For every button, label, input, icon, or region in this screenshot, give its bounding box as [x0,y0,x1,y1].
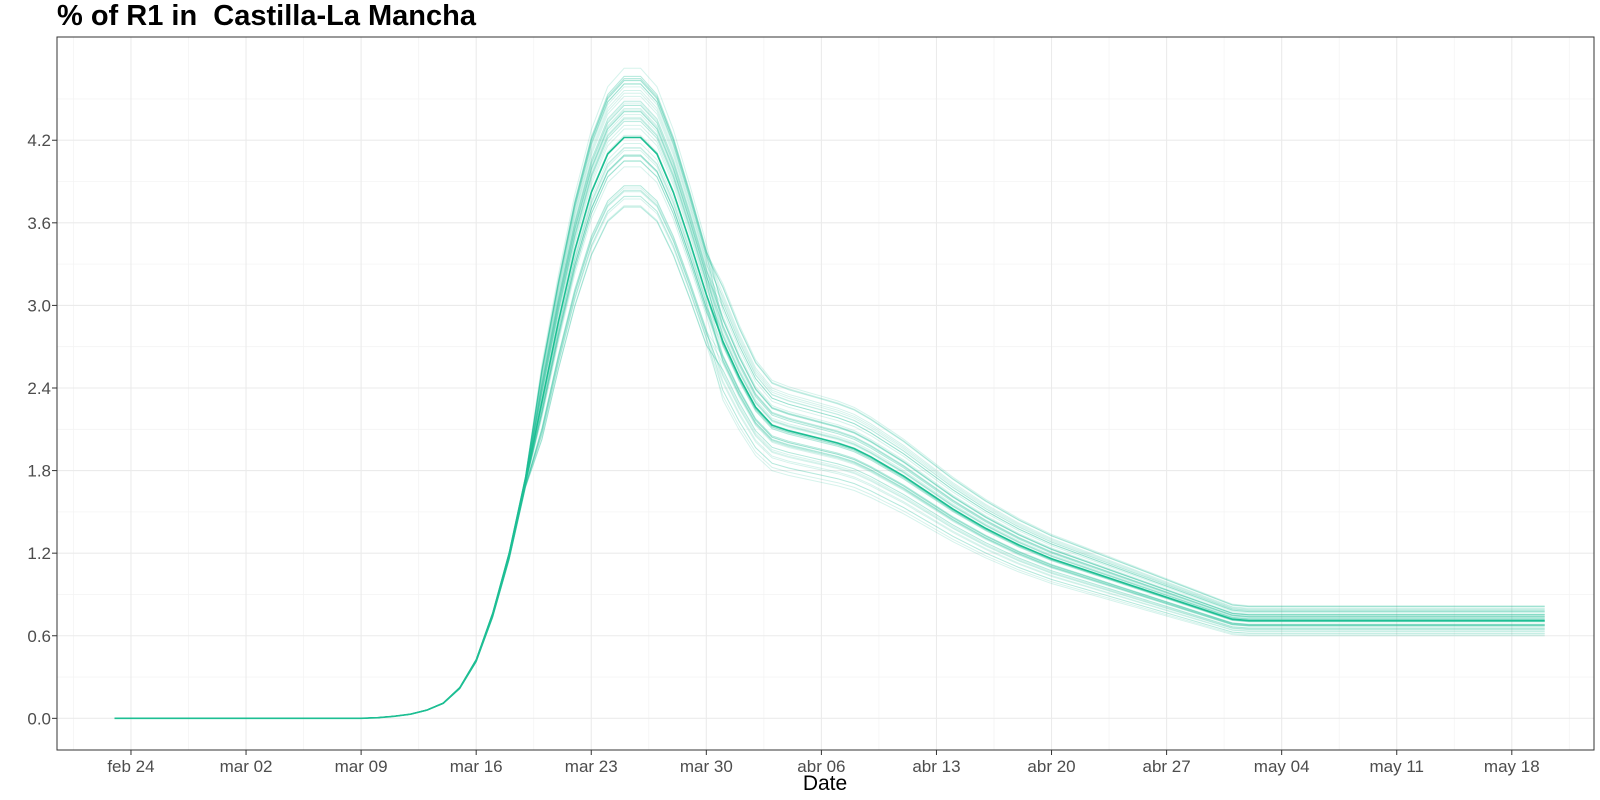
chart-title: % of R1 in Castilla-La Mancha [57,0,476,32]
x-tick-label: mar 16 [450,757,503,776]
y-tick-label: 1.2 [27,544,51,563]
x-tick-label: mar 02 [220,757,273,776]
x-tick-label: mar 09 [335,757,388,776]
y-tick-label: 0.0 [27,709,51,728]
y-tick-label: 1.8 [27,462,51,481]
median-series-line [114,136,1545,720]
x-tick-label: abr 13 [912,757,960,776]
x-axis: feb 24 mar 02 mar 09 mar 16 mar 23 mar 30 abr … [107,750,1540,776]
y-tick-label: 3.6 [27,214,51,233]
y-axis: 0.0 0.6 1.2 1.8 2.4 3.0 3.6 4.2 [27,131,57,728]
x-tick-label: feb 24 [107,757,154,776]
x-tick-label: may 11 [1369,757,1424,776]
y-tick-label: 4.2 [27,131,51,150]
plot-border [56,36,1595,751]
x-tick-label: may 18 [1484,757,1540,776]
x-tick-label: mar 23 [565,757,618,776]
plot-background [57,37,1594,750]
major-gridlines [57,37,1594,750]
x-tick-label: abr 20 [1027,757,1075,776]
y-tick-label: 0.6 [27,627,51,646]
median-line-group [114,136,1545,720]
x-tick-label: abr 06 [797,757,845,776]
y-tick-label: 2.4 [27,379,51,398]
y-tick-label: 3.0 [27,296,51,315]
x-axis-title: Date [803,772,847,795]
x-tick-label: may 04 [1254,757,1310,776]
x-tick-label: mar 30 [680,757,733,776]
minor-gridlines [57,37,1594,750]
x-tick-label: abr 27 [1142,757,1190,776]
